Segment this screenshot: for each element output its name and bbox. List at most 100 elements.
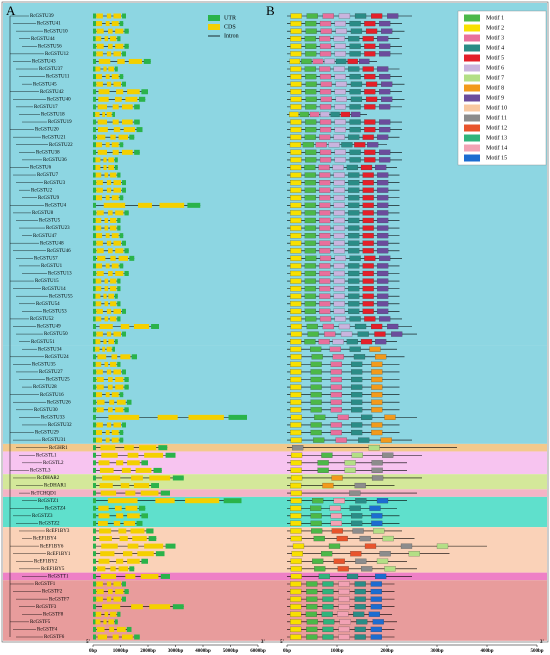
utr	[158, 445, 168, 451]
utr	[122, 81, 126, 87]
gene-name: RcGSTU43	[32, 60, 56, 65]
cds	[100, 573, 117, 579]
cds	[120, 324, 130, 329]
motif	[371, 475, 384, 481]
utr	[114, 293, 118, 299]
axis-end: 3'	[261, 640, 266, 645]
gene-name: RcGSTU50	[44, 332, 68, 337]
motif	[331, 475, 343, 481]
motif	[348, 187, 360, 193]
motif	[310, 513, 322, 519]
motif	[351, 376, 363, 383]
motif	[319, 157, 332, 163]
motif	[377, 172, 389, 178]
panel-label: B	[266, 3, 275, 18]
motif	[344, 460, 356, 466]
motif	[362, 293, 374, 299]
tick-label: 3000bp	[168, 649, 184, 654]
cds	[106, 187, 112, 193]
cds	[113, 13, 122, 19]
gene-name: RcGSTZ3	[32, 514, 53, 519]
legend-label: Motif 11	[486, 114, 507, 121]
cds	[125, 96, 138, 102]
cds	[99, 467, 114, 473]
utr	[93, 490, 96, 496]
cds	[108, 414, 140, 420]
cds	[96, 596, 103, 602]
utr	[93, 422, 96, 428]
gene-name: RcGSTF2	[42, 590, 63, 595]
cds	[188, 414, 224, 420]
cds	[98, 460, 110, 466]
utr	[93, 445, 96, 451]
motif	[304, 217, 316, 224]
utr	[93, 278, 96, 284]
utr	[93, 127, 96, 133]
motif	[355, 558, 367, 564]
cds	[116, 626, 126, 632]
utr	[129, 566, 135, 572]
motif	[310, 422, 322, 428]
utr	[93, 248, 96, 254]
utr	[93, 437, 96, 443]
gene-name: RcGSTU46	[47, 249, 71, 254]
motif	[310, 346, 322, 352]
motif	[290, 498, 302, 504]
cds	[106, 81, 112, 87]
cds	[114, 96, 122, 102]
motif	[348, 225, 360, 231]
legend-label: Motif 6	[486, 64, 504, 71]
motif	[319, 301, 331, 307]
legend-label: Motif 13	[486, 134, 507, 141]
cds	[108, 407, 113, 413]
cds	[96, 270, 104, 276]
cds	[121, 104, 133, 110]
gene-name: RcGSTU30	[34, 408, 58, 413]
legend-label: Intron	[224, 33, 239, 39]
gene-name: RcGSTU53	[43, 309, 67, 314]
motif	[313, 437, 325, 443]
utr	[93, 149, 96, 155]
cds	[115, 28, 124, 34]
motif	[333, 225, 345, 231]
motif	[350, 96, 363, 102]
gene-name: RcGSTF6	[44, 635, 65, 640]
cds	[121, 149, 133, 155]
motif	[328, 142, 340, 148]
motif	[348, 233, 360, 239]
motif	[290, 51, 302, 57]
gene-name: RcGSTU48	[40, 241, 64, 246]
motif	[336, 535, 348, 542]
motif	[305, 255, 317, 261]
motif	[371, 13, 383, 19]
utr	[119, 74, 124, 80]
motif	[348, 293, 360, 299]
cds	[111, 392, 119, 398]
utr	[93, 308, 96, 314]
cds	[113, 187, 122, 193]
utr	[93, 528, 96, 534]
gene-name: RcGSTU6	[30, 166, 52, 171]
utr	[141, 513, 148, 519]
cds	[108, 210, 113, 216]
motif	[330, 520, 342, 527]
motif	[323, 619, 335, 625]
motif	[304, 187, 316, 193]
cds	[96, 331, 103, 337]
motif	[375, 573, 387, 580]
utr	[93, 36, 96, 42]
motif	[290, 73, 302, 80]
cds	[104, 225, 109, 231]
motif	[382, 452, 394, 458]
gene-name: RcGSTU34	[38, 347, 62, 352]
utr	[129, 134, 135, 140]
motif	[290, 339, 302, 345]
cds	[103, 157, 107, 163]
utr	[124, 43, 129, 49]
utr	[119, 437, 124, 443]
cds	[97, 520, 108, 526]
tick-label: 2000bp	[140, 649, 156, 654]
motif	[355, 498, 367, 504]
cds	[97, 149, 108, 155]
motif	[349, 73, 361, 80]
